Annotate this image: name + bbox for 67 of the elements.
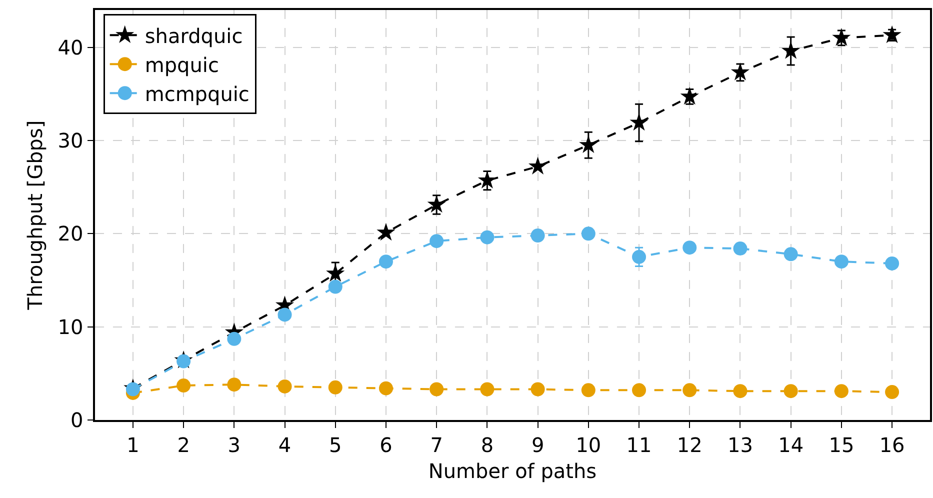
point [480,230,494,244]
point [378,381,393,396]
point [630,112,648,131]
legend-label: mpquic [144,52,219,77]
point [834,254,848,269]
x-tick-label: 1 [126,432,140,457]
y-tick-label: 0 [70,408,84,432]
x-tick-label: 11 [626,432,652,457]
x-tick-label: 7 [430,432,443,457]
point [530,228,545,242]
point [834,384,848,398]
y-tick-label: 40 [58,35,84,60]
x-tick-label: 14 [778,432,804,457]
point [326,264,345,282]
x-axis-title: Number of paths [428,458,597,483]
y-tick-label: 30 [58,128,84,152]
point [427,194,446,213]
point [227,378,242,392]
point [579,135,598,154]
point [328,380,342,394]
point [784,384,798,398]
x-tick-label: 4 [278,432,292,457]
y-tick-label: 10 [58,314,84,339]
point [733,242,748,256]
x-tick-label: 5 [329,432,342,457]
x-tick-label: 9 [531,432,544,457]
x-tick-label: 15 [828,432,854,457]
point [581,226,596,241]
point [632,250,646,264]
x-tick-label: 8 [480,432,494,457]
point [682,240,697,255]
point [278,379,292,394]
x-tick-label: 10 [576,432,602,457]
x-tick-label: 12 [676,432,702,457]
y-axis-title: Throughput [Gbps] [22,120,47,311]
y-tick-label: 20 [58,222,84,246]
legend-label: shardquic [144,24,243,48]
point [530,382,545,396]
point [430,382,444,396]
point [682,383,697,398]
point [430,234,444,248]
legend-label: mcmpquic [144,82,250,106]
point [730,62,750,80]
point [784,247,798,262]
x-tick-label: 13 [728,432,753,457]
point [882,25,902,44]
point [328,280,342,294]
point [733,384,748,398]
point [885,256,900,270]
point [832,28,851,46]
point [680,86,699,105]
x-tick-label: 16 [879,432,905,457]
point [528,156,548,174]
point [176,378,191,393]
point [126,382,140,396]
point [632,383,646,398]
point [782,41,800,59]
point [885,385,900,400]
point [278,308,292,322]
x-tick-label: 2 [177,432,190,457]
point [378,254,393,269]
point [227,332,242,346]
point [581,383,596,398]
point [480,382,494,396]
x-tick-label: 3 [228,432,241,457]
x-tick-label: 6 [380,432,392,457]
point [376,222,396,241]
